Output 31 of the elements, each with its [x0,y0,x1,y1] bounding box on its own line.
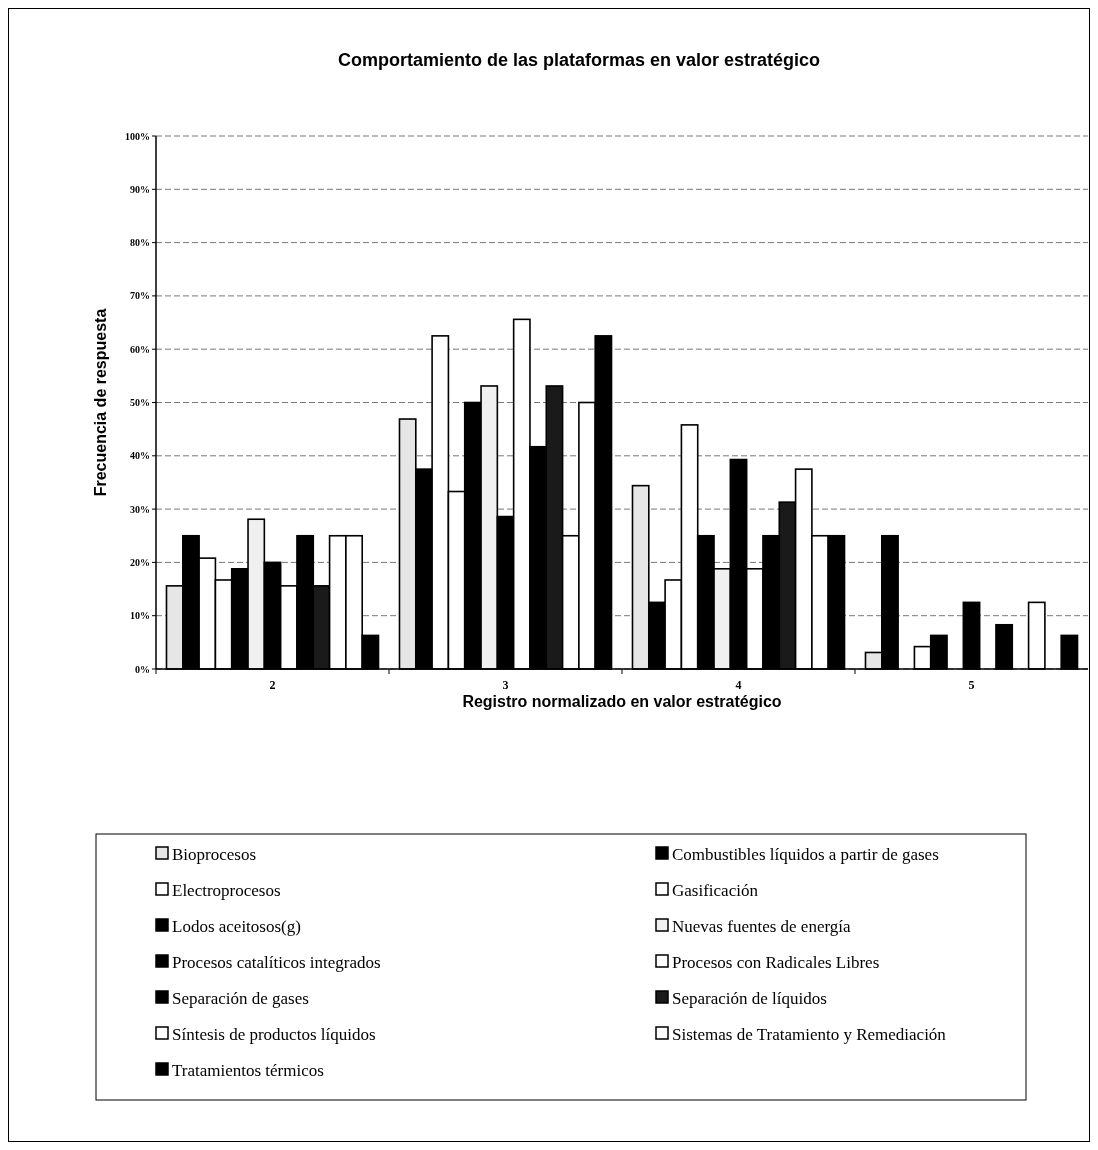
y-tick-label: 50% [130,397,150,408]
y-tick-label: 100% [125,130,150,142]
y-tick-label: 70% [130,290,150,302]
legend-label: Procesos con Radicales Libres [672,952,880,972]
y-tick-label: 90% [130,183,150,195]
y-tick-label: 0% [135,663,150,675]
legend-label: Síntesis de productos líquidos [172,1024,376,1044]
y-tick-label: 80% [130,237,150,249]
y-tick-label: 30% [130,503,150,515]
legend-label: Bioprocesos [172,844,257,864]
legend-label: Nuevas fuentes de energía [672,916,852,936]
legend-label: Separación de líquidos [672,988,827,1008]
x-tick-label: 5 [968,678,975,692]
legend-label: Procesos catalíticos integrados [172,952,381,972]
y-tick-label: 60% [130,343,150,355]
legend-label: Electroprocesos [172,880,281,900]
chart-title: Comportamiento de las plataformas en valor estratégico [337,50,821,70]
y-tick-label: 40% [130,450,150,462]
x-tick-label: 3 [502,678,509,692]
y-tick-label: 20% [130,556,150,568]
legend-label: Separación de gases [172,988,309,1008]
legend-label: Gasificación [672,880,759,900]
x-tick-label: 2 [269,678,276,692]
legend-label: Lodos aceitosos(g) [172,916,301,936]
legend-label: Tratamientos térmicos [172,1060,324,1080]
x-axis-title: Registro normalizado en valor estratégico [462,693,782,710]
y-tick-label: 10% [130,610,150,622]
legend-label: Sistemas de Tratamiento y Remediación [672,1024,947,1044]
y-axis-title: Frecuencia de respuesta [92,308,109,497]
legend-label: Combustibles líquidos a partir de gases [672,844,939,864]
x-tick-label: 4 [735,678,742,692]
